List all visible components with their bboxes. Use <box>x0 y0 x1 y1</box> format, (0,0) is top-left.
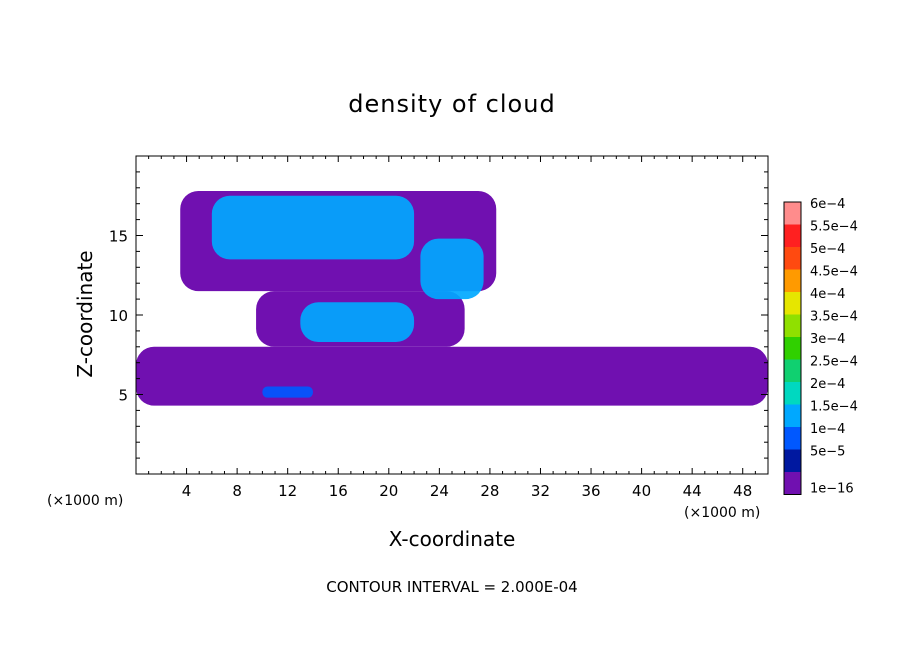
y-axis-label: Z-coordinate <box>73 250 97 377</box>
x-tick-label: 32 <box>531 482 550 500</box>
x-tick-label: 4 <box>182 482 192 500</box>
colorbar: 6e−4 5.5e−4 5e−4 4.5e−4 4e−4 3.5e−4 3e−4 2.5e−4… <box>783 197 858 497</box>
x-axis-label: X-coordinate <box>389 527 516 551</box>
colorbar-swatch <box>784 224 801 247</box>
colorbar-label: 6e−4 <box>810 197 845 212</box>
colorbar-swatch <box>784 472 801 495</box>
colorbar-swatch <box>784 337 801 360</box>
chart-title: density of cloud <box>348 90 555 118</box>
colorbar-swatch <box>784 292 801 315</box>
colorbar-label: 2e−4 <box>810 377 845 392</box>
x-tick-label: 28 <box>480 482 499 500</box>
colorbar-swatch <box>784 359 801 382</box>
x-tick-label: 16 <box>329 482 348 500</box>
cloud-field <box>136 190 768 406</box>
colorbar-label: 1.5e−4 <box>810 400 858 415</box>
colorbar-swatch <box>784 314 801 337</box>
colorbar-label: 5.5e−4 <box>810 220 858 235</box>
x-unit-left: (×1000 m) <box>47 493 123 509</box>
colorbar-label: 5e−5 <box>810 445 845 460</box>
x-tick-label: 40 <box>632 482 651 500</box>
x-axis: 4 8 12 16 20 24 28 32 36 40 44 48 <box>148 156 756 500</box>
colorbar-swatch <box>784 382 801 405</box>
x-tick-label: 24 <box>430 482 449 500</box>
colorbar-swatch <box>784 427 801 450</box>
x-tick-label: 8 <box>232 482 242 500</box>
cloud-region <box>211 195 415 260</box>
y-axis: 5 10 15 <box>109 171 768 459</box>
colorbar-swatch <box>784 449 801 472</box>
colorbar-swatch <box>784 404 801 427</box>
colorbar-label: 4.5e−4 <box>810 265 858 280</box>
x-unit-right: (×1000 m) <box>684 505 760 521</box>
colorbar-label: 3.5e−4 <box>810 310 858 325</box>
cloud-region <box>420 238 484 300</box>
x-tick-label: 20 <box>379 482 398 500</box>
contour-interval-note: CONTOUR INTERVAL = 2.000E-04 <box>326 578 577 596</box>
y-tick-label: 5 <box>118 387 128 405</box>
x-tick-label: 44 <box>683 482 702 500</box>
colorbar-label: 3e−4 <box>810 332 845 347</box>
y-tick-label: 15 <box>109 228 128 246</box>
colorbar-frame <box>783 201 802 495</box>
x-tick-label: 12 <box>278 482 297 500</box>
cloud-region <box>300 302 415 343</box>
colorbar-label: 1e−16 <box>810 482 854 497</box>
colorbar-label: 1e−4 <box>810 422 845 437</box>
x-tick-label: 36 <box>581 482 600 500</box>
y-tick-label: 10 <box>109 307 128 325</box>
colorbar-swatch <box>784 247 801 270</box>
colorbar-swatch <box>784 269 801 292</box>
colorbar-label: 4e−4 <box>810 287 845 302</box>
cloud-region <box>136 346 768 406</box>
x-tick-label: 48 <box>733 482 752 500</box>
cloud-region <box>262 386 313 398</box>
colorbar-label: 2.5e−4 <box>810 355 858 370</box>
colorbar-swatch <box>784 202 801 225</box>
colorbar-label: 5e−4 <box>810 242 845 257</box>
